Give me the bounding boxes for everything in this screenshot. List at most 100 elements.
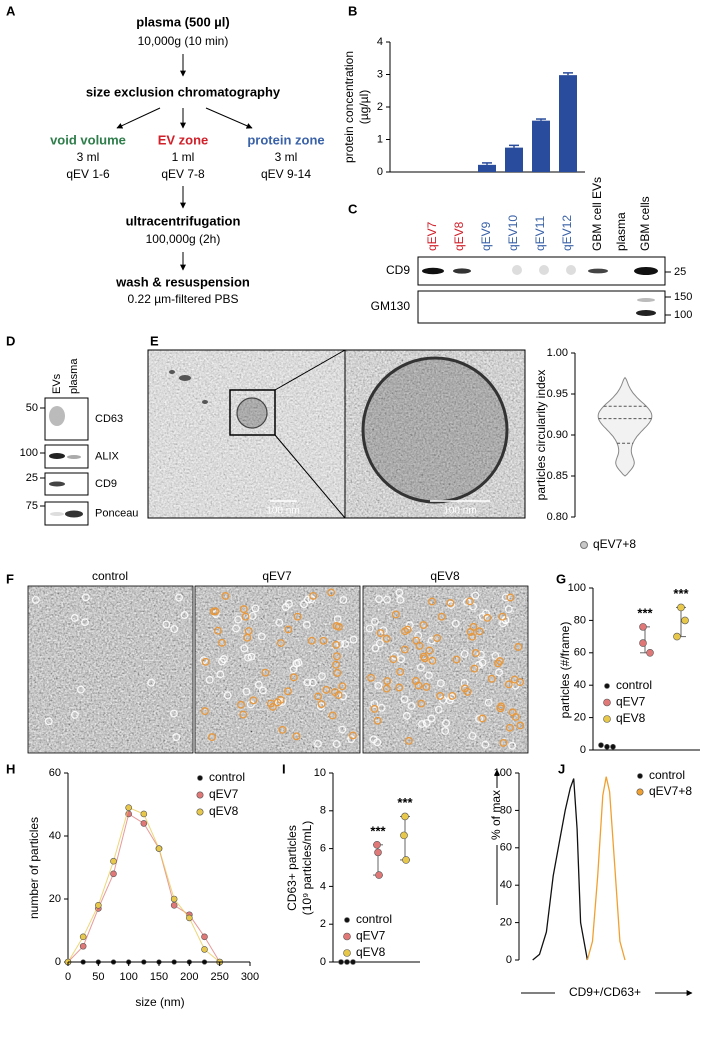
micrograph-title: qEV8 [430,569,460,583]
panel-letter: I [282,761,286,776]
particle [487,674,496,683]
particle [314,739,322,748]
particle [499,738,508,747]
particle [441,726,450,735]
particle [396,595,405,604]
data-point [344,959,350,965]
fraction-name: void volume [50,132,126,147]
panel-letter: J [558,761,565,776]
particle [395,588,404,597]
particle [484,698,493,707]
legend-label: control [649,768,685,782]
bar [532,120,550,172]
particle [475,714,483,723]
legend-label: control [616,678,652,692]
blot-band [49,453,65,459]
particle [70,710,79,719]
y-tick-label: 3 [377,68,383,80]
particle [470,664,479,673]
particle [383,677,392,685]
mw-marker: 75 [26,500,38,512]
legend-marker [580,541,588,549]
particle [417,699,426,708]
particle [209,607,218,616]
particle [436,691,445,700]
particle [415,641,424,650]
particle [452,655,461,664]
particle [504,605,513,614]
particle [460,679,469,687]
inset-box [229,389,276,436]
particle [427,714,436,723]
panel-letter: A [6,3,16,18]
blot-band [49,481,65,487]
data-point [639,639,647,647]
particle [249,696,258,705]
particle [292,732,301,741]
y-tick-label: 40 [500,879,512,891]
x-tick-label: 50 [92,971,104,983]
particle [428,656,437,665]
particle [223,691,232,700]
legend-marker [197,775,203,781]
blot-row-label: ALIX [95,450,120,462]
panel-letter: B [348,3,357,18]
significance: *** [673,586,689,601]
particle [237,700,245,709]
mw-marker: 50 [26,402,38,414]
x-axis-label: size (nm) [135,995,184,1009]
zoom-line [274,349,346,391]
blot-frame [417,290,666,324]
step-title: size exclusion chromatography [86,84,281,99]
y-tick-label: 60 [49,767,61,779]
y-tick-label: 0 [55,956,61,968]
particle [169,709,178,718]
lane-label: plasma [614,212,628,251]
blot-row-label: GM130 [371,299,411,313]
blot-band [453,268,471,274]
y-tick-label: 0 [320,956,326,968]
blot-row-label: CD9 [95,478,117,490]
blot-frame [44,472,89,496]
y-tick-label: 2 [377,101,383,113]
particle [307,636,316,645]
data-point [610,743,616,750]
particle [451,619,460,628]
particle [407,701,416,710]
particle [303,595,312,604]
debris [202,400,208,404]
particle [481,740,490,749]
particle [213,626,222,635]
violin [597,376,653,477]
blot-band [512,265,522,275]
legend-marker [603,715,611,723]
particle [257,632,266,641]
lane-label: qEV10 [506,215,520,251]
particle [422,719,431,727]
y-axis-label: CD63+ particles [285,825,299,911]
legend-marker [196,791,204,799]
particle [276,639,285,647]
y-tick-label: 80 [574,614,586,626]
legend-label: qEV8 [356,945,386,959]
x-tick-label: 150 [150,971,168,983]
particle [471,649,480,657]
data-point [201,933,208,941]
particle [396,667,405,676]
panel-letter: G [556,571,566,586]
particle [465,597,474,606]
lane-label: GBM cell EVs [590,177,604,251]
particle [498,612,507,621]
x-tick-label: 0 [65,971,71,983]
x-tick-label: 300 [241,971,259,983]
y-tick-label: 0.95 [547,388,568,400]
particle [437,612,446,621]
particle [318,672,326,681]
particle [328,711,337,720]
particle [475,627,484,636]
y-tick-label: 40 [574,679,586,691]
particle [332,740,341,748]
bar [505,147,523,172]
particle [347,735,356,744]
bar [559,75,577,172]
